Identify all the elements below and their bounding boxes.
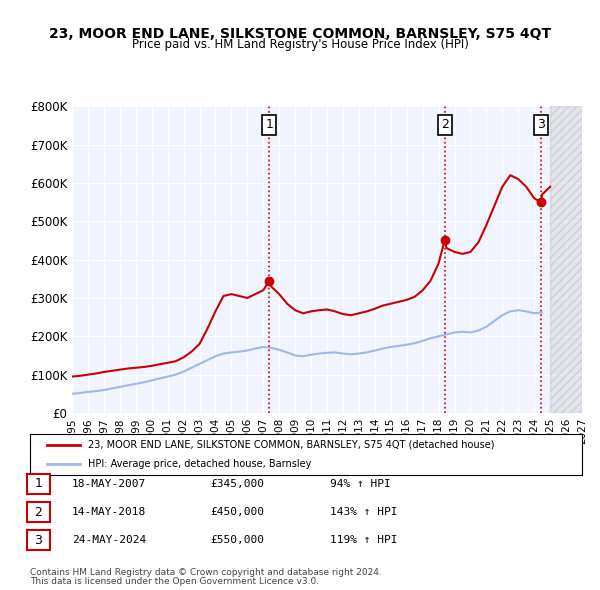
Text: 119% ↑ HPI: 119% ↑ HPI bbox=[330, 536, 398, 545]
Text: 23, MOOR END LANE, SILKSTONE COMMON, BARNSLEY, S75 4QT: 23, MOOR END LANE, SILKSTONE COMMON, BAR… bbox=[49, 27, 551, 41]
Text: Price paid vs. HM Land Registry's House Price Index (HPI): Price paid vs. HM Land Registry's House … bbox=[131, 38, 469, 51]
Text: 2: 2 bbox=[34, 506, 43, 519]
Text: Contains HM Land Registry data © Crown copyright and database right 2024.: Contains HM Land Registry data © Crown c… bbox=[30, 568, 382, 577]
Text: £550,000: £550,000 bbox=[210, 536, 264, 545]
Text: 23, MOOR END LANE, SILKSTONE COMMON, BARNSLEY, S75 4QT (detached house): 23, MOOR END LANE, SILKSTONE COMMON, BAR… bbox=[88, 440, 494, 450]
Text: 3: 3 bbox=[536, 119, 545, 132]
Text: 3: 3 bbox=[34, 534, 43, 547]
Text: 14-MAY-2018: 14-MAY-2018 bbox=[72, 507, 146, 517]
Text: 1: 1 bbox=[265, 119, 273, 132]
Text: £450,000: £450,000 bbox=[210, 507, 264, 517]
Text: 94% ↑ HPI: 94% ↑ HPI bbox=[330, 479, 391, 489]
Text: £345,000: £345,000 bbox=[210, 479, 264, 489]
Text: 2: 2 bbox=[440, 119, 449, 132]
Text: 18-MAY-2007: 18-MAY-2007 bbox=[72, 479, 146, 489]
Text: HPI: Average price, detached house, Barnsley: HPI: Average price, detached house, Barn… bbox=[88, 459, 311, 469]
Text: 143% ↑ HPI: 143% ↑ HPI bbox=[330, 507, 398, 517]
Text: 24-MAY-2024: 24-MAY-2024 bbox=[72, 536, 146, 545]
Text: This data is licensed under the Open Government Licence v3.0.: This data is licensed under the Open Gov… bbox=[30, 577, 319, 586]
Text: 1: 1 bbox=[34, 477, 43, 490]
Bar bbox=[550, 106, 582, 413]
